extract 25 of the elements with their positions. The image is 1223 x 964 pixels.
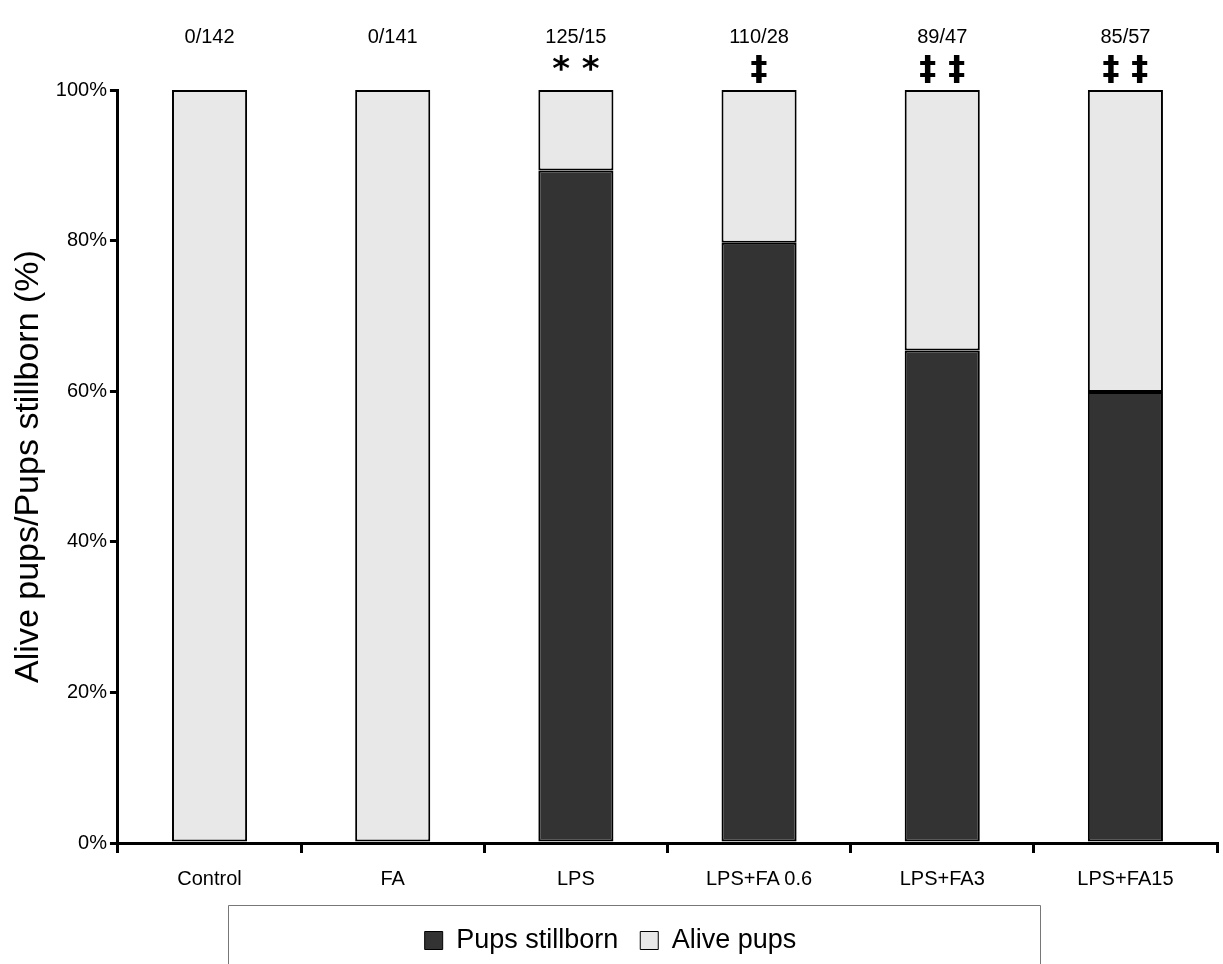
x-tick-label: Control	[177, 866, 242, 889]
y-tick-label: 40%	[66, 529, 108, 552]
text: 125/15	[545, 24, 607, 47]
y-tick-label: 80%	[66, 228, 108, 251]
annotation: ‡ ‡	[919, 47, 966, 88]
y-tick-label: 100%	[55, 77, 108, 100]
legend-label: Pups stillborn	[456, 923, 619, 954]
y-tick-label: 20%	[66, 679, 108, 702]
x-tick-label: LPS+FA3	[899, 866, 985, 889]
legend-label: Alive pups	[671, 923, 797, 954]
x-tick-label: LPS+FA 0.6	[705, 866, 813, 889]
text: 85/57	[1100, 24, 1151, 47]
text: 0/142	[184, 24, 235, 47]
y-tick-label: 60%	[66, 378, 108, 401]
x-tick-label: FA	[380, 866, 406, 889]
annotation: ‡	[750, 47, 768, 88]
annotation: ‡ ‡	[1102, 47, 1149, 88]
text: 0/141	[367, 24, 418, 47]
y-axis-title: Alive pups/Pups stillborn (%)	[6, 250, 45, 683]
annotation: * *	[552, 47, 600, 88]
y-tick-label: 0%	[78, 830, 108, 853]
text: 110/28	[729, 24, 789, 47]
x-tick-label: LPS+FA15	[1077, 866, 1174, 889]
x-tick-label: LPS	[556, 866, 595, 889]
text: 89/47	[917, 24, 968, 47]
